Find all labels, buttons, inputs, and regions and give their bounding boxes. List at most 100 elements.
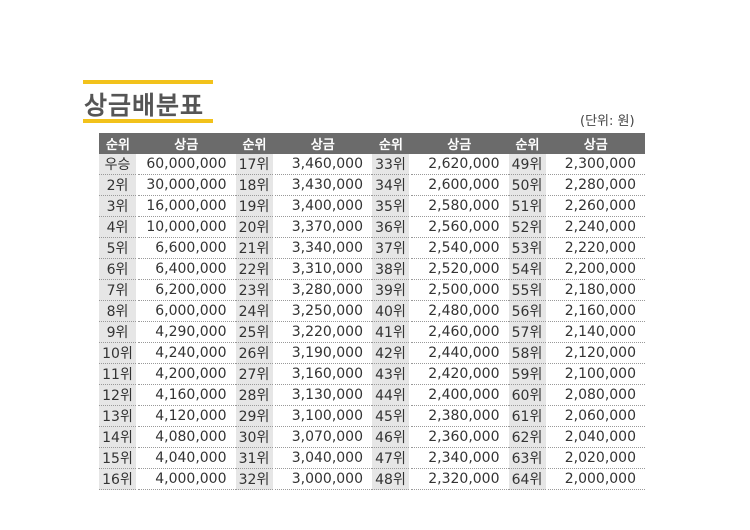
prize-cell: 4,080,000 [137, 426, 236, 448]
prize-cell: 2,560,000 [410, 216, 509, 238]
header-rank: 순위 [372, 133, 410, 154]
prize-cell: 3,250,000 [273, 300, 372, 322]
table-row: 우승 60,000,000 17위 3,460,000 33위 2,620,000 49위 2… [99, 154, 645, 175]
rank-cell: 36위 [372, 216, 411, 238]
rank-cell: 60위 [508, 384, 548, 406]
prize-cell: 2,020,000 [546, 447, 645, 469]
rank-cell: 18위 [235, 174, 275, 196]
prize-cell: 2,200,000 [546, 258, 645, 280]
prize-cell: 2,460,000 [410, 321, 509, 343]
header-rank: 순위 [235, 133, 274, 154]
prize-cell: 10,000,000 [137, 216, 236, 238]
prize-cell: 2,260,000 [546, 195, 645, 217]
prize-cell: 2,500,000 [410, 279, 509, 301]
table-row: 4위 10,000,000 20위 3,370,000 36위 2,560,000 52위 2… [99, 216, 645, 238]
header-row: 순위 상금 순위 상금 순위 상금 순위 상금 [99, 133, 645, 154]
rank-cell: 52위 [508, 216, 548, 238]
prize-cell: 2,000,000 [546, 468, 645, 490]
table-row: 9위 4,290,000 25위 3,220,000 41위 2,460,000 57위 2,… [99, 321, 645, 343]
rank-cell: 47위 [372, 447, 411, 469]
prize-cell: 2,540,000 [410, 237, 509, 259]
prize-cell: 6,400,000 [137, 258, 236, 280]
rank-cell: 3위 [99, 195, 138, 217]
prize-cell: 30,000,000 [137, 174, 236, 196]
table-row: 7위 6,200,000 23위 3,280,000 39위 2,500,000 55위 2,… [99, 279, 645, 301]
table-row: 8위 6,000,000 24위 3,250,000 40위 2,480,000 56위 2,… [99, 300, 645, 322]
rank-cell: 35위 [372, 195, 411, 217]
prize-cell: 2,280,000 [546, 174, 645, 196]
prize-cell: 2,340,000 [410, 447, 509, 469]
rank-cell: 25위 [235, 321, 275, 343]
header-prize: 상금 [137, 133, 236, 154]
prize-cell: 2,380,000 [410, 405, 509, 427]
prize-cell: 3,160,000 [273, 363, 372, 385]
rank-cell: 19위 [235, 195, 275, 217]
header-prize: 상금 [546, 133, 645, 154]
prize-cell: 2,120,000 [546, 342, 645, 364]
rank-cell: 62위 [508, 426, 548, 448]
rank-cell: 63위 [508, 447, 548, 469]
rank-cell: 50위 [508, 174, 548, 196]
prize-cell: 3,280,000 [273, 279, 372, 301]
prize-cell: 4,040,000 [137, 447, 236, 469]
prize-cell: 3,220,000 [273, 321, 372, 343]
rank-cell: 46위 [372, 426, 411, 448]
rank-cell: 64위 [508, 468, 548, 490]
header-rank: 순위 [508, 133, 547, 154]
prize-cell: 3,340,000 [273, 237, 372, 259]
rank-cell: 4위 [99, 216, 138, 238]
prize-cell: 4,160,000 [137, 384, 236, 406]
table-row: 13위 4,120,000 29위 3,100,000 45위 2,380,000 61위 2… [99, 405, 645, 427]
rank-cell: 31위 [235, 447, 275, 469]
table-row: 2위 30,000,000 18위 3,430,000 34위 2,600,000 50위 2… [99, 174, 645, 196]
prize-cell: 2,220,000 [546, 237, 645, 259]
rank-cell: 5위 [99, 237, 138, 259]
rank-cell: 39위 [372, 279, 411, 301]
rank-cell: 55위 [508, 279, 548, 301]
prize-cell: 2,580,000 [410, 195, 509, 217]
prize-cell: 3,460,000 [273, 154, 372, 175]
prize-cell: 2,160,000 [546, 300, 645, 322]
rank-cell: 27위 [235, 363, 275, 385]
rank-cell: 15위 [99, 447, 138, 469]
rank-cell: 8위 [99, 300, 138, 322]
rank-cell: 40위 [372, 300, 411, 322]
prize-cell: 3,400,000 [273, 195, 372, 217]
prize-cell: 3,100,000 [273, 405, 372, 427]
table-row: 5위 6,600,000 21위 3,340,000 37위 2,540,000 53위 2,… [99, 237, 645, 259]
prize-cell: 4,290,000 [137, 321, 236, 343]
prize-cell: 2,480,000 [410, 300, 509, 322]
rank-cell: 6위 [99, 258, 138, 280]
prize-cell: 2,440,000 [410, 342, 509, 364]
rank-cell: 24위 [235, 300, 275, 322]
rank-cell: 2위 [99, 174, 138, 196]
rank-cell: 17위 [235, 154, 275, 175]
prize-cell: 3,040,000 [273, 447, 372, 469]
prize-cell: 2,300,000 [546, 154, 645, 175]
rank-cell: 21위 [235, 237, 275, 259]
rank-cell: 61위 [508, 405, 548, 427]
table-row: 12위 4,160,000 28위 3,130,000 44위 2,400,000 60위 2… [99, 384, 645, 406]
rank-cell: 11위 [99, 363, 138, 385]
rank-cell: 41위 [372, 321, 411, 343]
header-rank: 순위 [99, 133, 137, 154]
prize-cell: 2,080,000 [546, 384, 645, 406]
prize-cell: 6,200,000 [137, 279, 236, 301]
prize-cell: 6,600,000 [137, 237, 236, 259]
prize-cell: 4,000,000 [137, 468, 236, 490]
rank-cell: 13위 [99, 405, 138, 427]
prize-cell: 3,000,000 [273, 468, 372, 490]
rank-cell: 16위 [99, 468, 138, 490]
prize-cell: 2,040,000 [546, 426, 645, 448]
table-row: 11위 4,200,000 27위 3,160,000 43위 2,420,000 59위 2… [99, 363, 645, 385]
rank-cell: 38위 [372, 258, 411, 280]
rank-cell: 49위 [508, 154, 548, 175]
rank-cell: 14위 [99, 426, 138, 448]
rank-cell: 59위 [508, 363, 548, 385]
prize-cell: 3,070,000 [273, 426, 372, 448]
prize-cell: 2,360,000 [410, 426, 509, 448]
rank-cell: 10위 [99, 342, 138, 364]
header-prize: 상금 [410, 133, 509, 154]
rank-cell: 54위 [508, 258, 548, 280]
rank-cell: 48위 [372, 468, 411, 490]
